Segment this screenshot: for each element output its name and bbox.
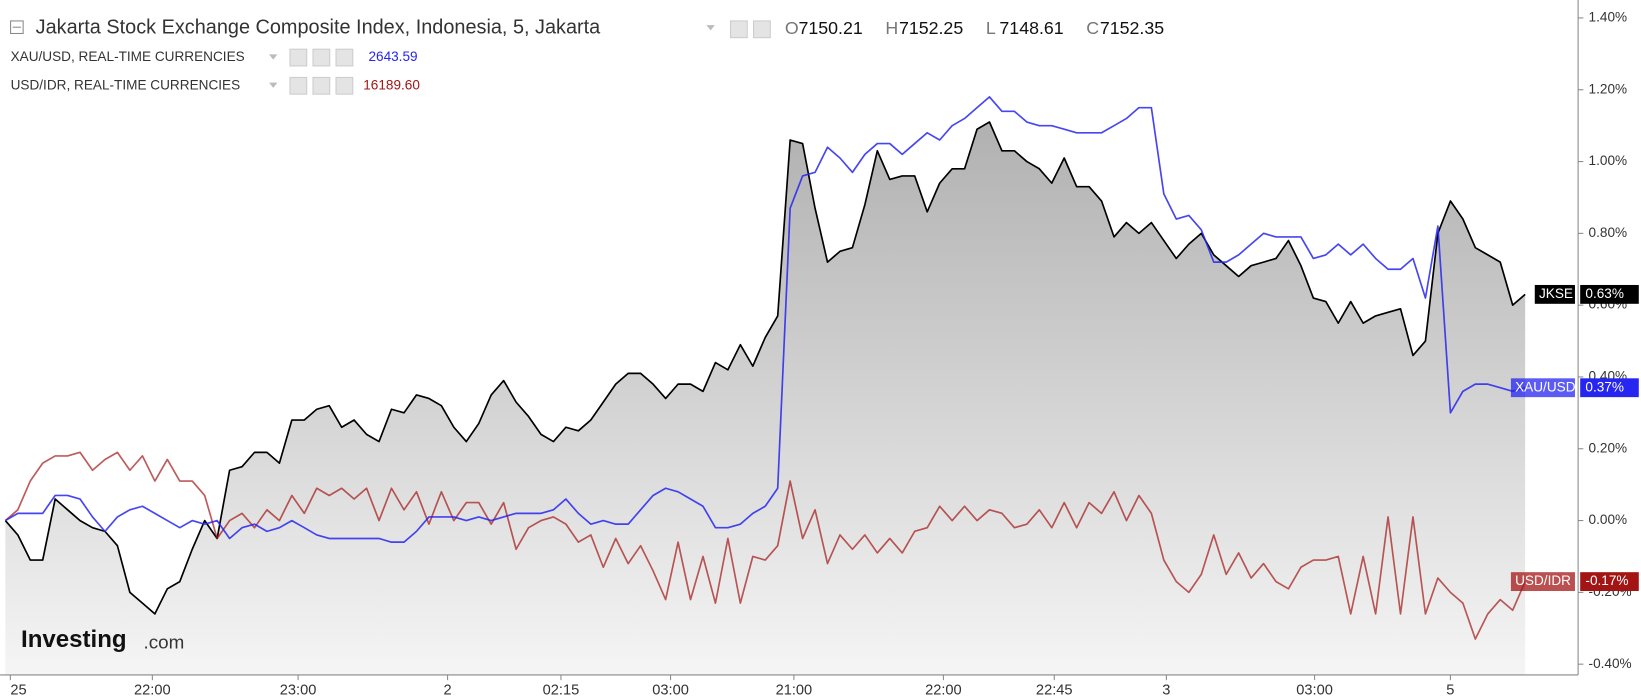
badge-value: 0.37% [1585,379,1624,394]
x-tick-label: 23:00 [280,683,317,699]
ohlc-value: 7148.61 [999,18,1063,38]
badge-value-bg [1580,572,1639,592]
dropdown-arrow [269,54,278,60]
y-tick-label: 0.80% [1589,225,1628,240]
x-tick-label: 03:00 [652,683,689,699]
y-tick-label: 1.40% [1589,10,1628,25]
legend-label: XAU/USD, REAL-TIME CURRENCIES [11,49,245,64]
y-tick-label: 0.00% [1589,512,1628,527]
x-tick-label: 22:00 [134,683,171,699]
watermark-brand: Investing [21,626,127,653]
series-icon[interactable] [335,76,354,95]
x-tick-label: 2 [444,683,452,699]
series-icon[interactable] [289,76,308,95]
ohlc-key: L [986,18,996,38]
series-icon[interactable] [729,20,748,39]
x-tick-label: 25 [10,683,26,699]
legend: Jakarta Stock Exchange Composite Index, … [10,17,1164,95]
dropdown-arrow [706,25,715,31]
y-tick-label: 0.20% [1589,440,1628,455]
line [4,121,1526,615]
x-tick-label: 22:00 [925,683,962,699]
line [4,451,1526,640]
watermark: Investing .com [21,626,184,653]
badge-name: USD/IDR [1515,573,1571,588]
badge-name: JKSE [1539,286,1573,301]
x-tick-label: 3 [1162,683,1170,699]
ohlc-key: C [1086,18,1099,38]
y-tick-label: 1.00% [1589,153,1628,168]
series-icon[interactable] [312,48,331,67]
legend-value: 16189.60 [363,77,420,92]
plot-area [5,122,1526,675]
badge-name-bg [1534,284,1575,304]
badge-value: 0.63% [1585,286,1624,301]
series-icon[interactable] [753,20,771,39]
series-icon[interactable] [312,76,331,95]
ohlc-value: 7150.21 [799,18,863,38]
badge-name-bg [1510,572,1575,592]
x-tick-label: 22:45 [1036,683,1073,699]
x-tick-label: 03:00 [1296,683,1333,699]
ohlc-key: O [785,18,799,38]
collapse-icon[interactable] [10,20,24,35]
x-tick-label: 5 [1446,683,1454,699]
series-icon[interactable] [289,48,308,67]
watermark-suffix: .com [143,632,184,653]
area [5,122,1526,675]
badge-value: -0.17% [1585,573,1628,588]
y-tick-label: -0.40% [1589,656,1632,671]
x-tick-label: 02:15 [543,683,580,699]
chart-title: Jakarta Stock Exchange Composite Index, … [36,17,601,39]
legend-value: 2643.59 [368,49,417,64]
dropdown-arrow [269,82,278,88]
badge-value-bg [1580,378,1639,398]
badge-name-bg [1510,378,1575,398]
ohlc-key: H [885,18,898,38]
x-tick-label: 21:00 [776,683,813,699]
line [4,96,1526,543]
badge-value-bg [1580,284,1639,304]
ohlc-value: 7152.35 [1100,18,1164,38]
ohlc-value: 7152.25 [899,18,963,38]
y-tick-label: 1.20% [1589,81,1628,96]
series-icon[interactable] [335,48,354,67]
badge-name: XAU/USD [1515,379,1576,394]
legend-label: USD/IDR, REAL-TIME CURRENCIES [11,77,241,92]
